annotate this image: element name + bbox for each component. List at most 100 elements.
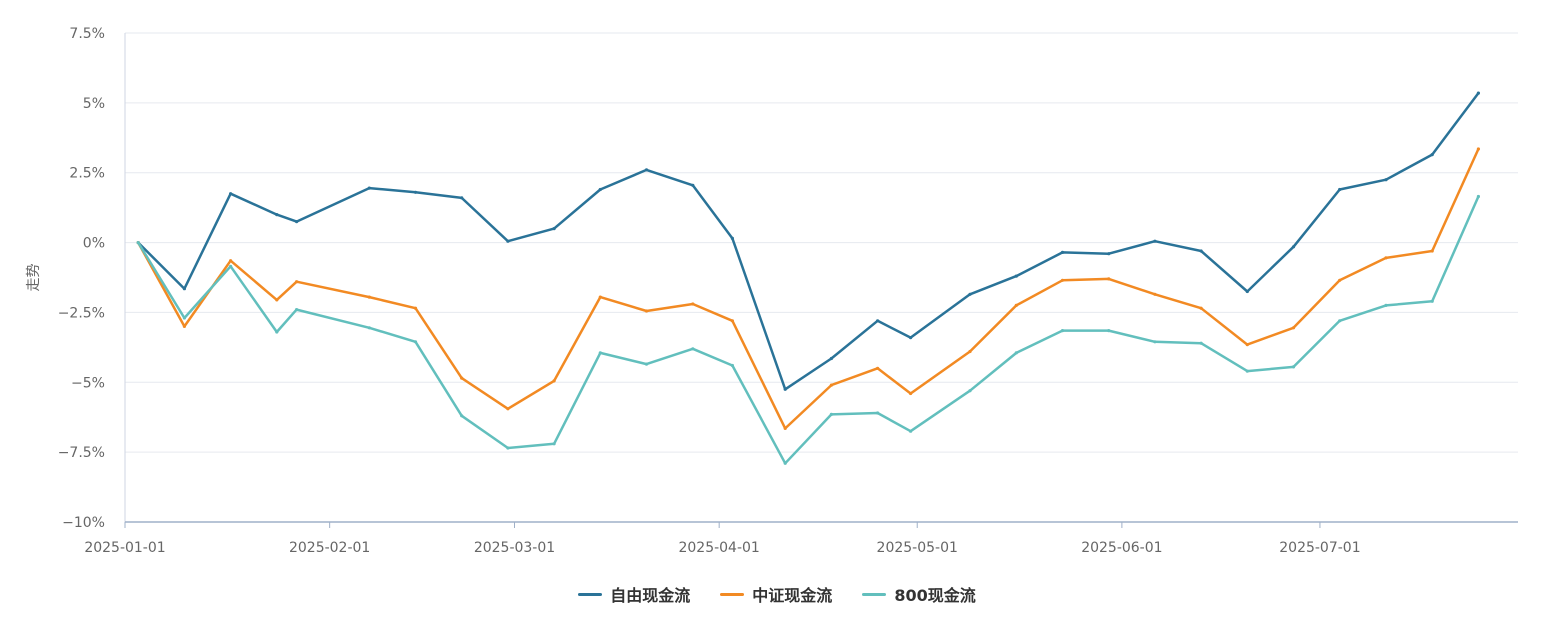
data-point	[295, 220, 299, 224]
data-point	[229, 259, 233, 263]
data-point	[136, 241, 140, 245]
data-point	[1384, 178, 1388, 182]
data-point	[1291, 245, 1296, 249]
legend-swatch	[578, 592, 603, 596]
data-point	[275, 330, 279, 334]
data-point	[229, 192, 233, 196]
data-point	[691, 183, 695, 187]
data-point	[367, 295, 371, 299]
data-point	[644, 168, 649, 172]
data-point	[829, 383, 834, 387]
y-tick-label: 2.5%	[69, 166, 105, 182]
data-point	[413, 306, 418, 310]
data-point	[1245, 343, 1249, 347]
data-point	[968, 349, 972, 354]
data-point	[1060, 250, 1065, 254]
y-axis-ticks: 7.5% 5% 2.5% 0% −2.5% −5% −7.5% −10%	[58, 26, 105, 531]
data-point	[413, 190, 418, 194]
chart-legend: 自由现金流 中证现金流 800现金流	[0, 582, 1554, 606]
data-point	[1199, 306, 1203, 310]
data-point	[1060, 278, 1065, 282]
data-point	[460, 196, 464, 200]
data-point	[730, 363, 735, 368]
series-line-0	[136, 91, 1480, 391]
data-point	[876, 411, 880, 415]
data-point	[644, 362, 649, 366]
data-point	[1384, 303, 1388, 307]
data-point	[1014, 274, 1018, 278]
legend-item-1[interactable]: 中证现金流	[720, 582, 832, 606]
data-point	[909, 336, 913, 340]
data-point	[909, 391, 913, 396]
data-point	[182, 324, 186, 328]
data-point	[598, 295, 602, 299]
legend-swatch	[720, 592, 745, 596]
data-point	[1199, 341, 1203, 345]
data-point	[1014, 351, 1018, 355]
data-point	[691, 347, 695, 351]
data-point	[182, 316, 186, 320]
data-point	[968, 292, 972, 296]
data-point	[876, 366, 880, 370]
series-line-2	[136, 195, 1480, 465]
y-tick-label: −7.5%	[58, 445, 105, 461]
y-tick-label: −10%	[62, 515, 105, 531]
data-point	[1153, 239, 1157, 243]
data-point	[1199, 249, 1203, 253]
data-point	[783, 461, 787, 465]
x-tick-label: 2025-07-01	[1279, 540, 1360, 556]
legend-label: 800现金流	[894, 586, 976, 605]
axes	[124, 33, 1518, 523]
data-point	[295, 308, 299, 312]
data-point	[367, 326, 371, 330]
data-point	[229, 264, 233, 268]
data-point	[1014, 303, 1018, 307]
data-point	[1430, 249, 1434, 253]
data-point	[1107, 329, 1111, 333]
data-point	[1384, 256, 1388, 260]
data-point	[1245, 369, 1249, 373]
y-tick-label: 0%	[83, 236, 105, 252]
data-point	[275, 298, 279, 302]
data-point	[1338, 278, 1342, 282]
data-point	[1107, 277, 1111, 281]
data-point	[783, 387, 787, 391]
data-point	[1153, 292, 1157, 296]
data-point	[1291, 326, 1296, 330]
data-point	[460, 376, 464, 380]
data-point	[506, 446, 510, 450]
data-point	[783, 426, 787, 430]
legend-label: 自由现金流	[610, 586, 691, 605]
y-tick-label: 7.5%	[69, 26, 105, 42]
data-point	[1338, 187, 1342, 192]
data-point	[506, 239, 510, 243]
data-point	[552, 379, 556, 383]
data-point	[644, 309, 649, 313]
data-point	[876, 319, 880, 323]
grid-lines	[125, 32, 1518, 523]
data-point	[691, 302, 695, 306]
data-point	[413, 340, 418, 344]
data-point	[1107, 252, 1111, 256]
data-point	[829, 412, 834, 416]
legend-label: 中证现金流	[752, 586, 833, 605]
data-point	[295, 280, 299, 284]
data-point	[1476, 194, 1480, 199]
x-tick-label: 2025-03-01	[474, 540, 555, 556]
x-tick-label: 2025-04-01	[678, 540, 759, 556]
x-tick-label: 2025-01-01	[84, 540, 165, 556]
data-point	[1476, 147, 1480, 151]
y-tick-label: 5%	[83, 96, 105, 112]
data-point	[1338, 319, 1342, 323]
data-point	[909, 429, 913, 433]
x-axis-ticks: 2025-01-01 2025-02-01 2025-03-01 2025-04-01…	[84, 522, 1361, 556]
data-point	[552, 442, 556, 446]
data-point	[968, 389, 972, 393]
x-tick-label: 2025-05-01	[877, 540, 958, 556]
legend-item-0[interactable]: 自由现金流	[578, 582, 690, 606]
legend-item-2[interactable]: 800现金流	[862, 582, 976, 606]
data-point	[829, 356, 834, 361]
data-point	[598, 351, 602, 355]
series-line-1	[136, 147, 1480, 430]
